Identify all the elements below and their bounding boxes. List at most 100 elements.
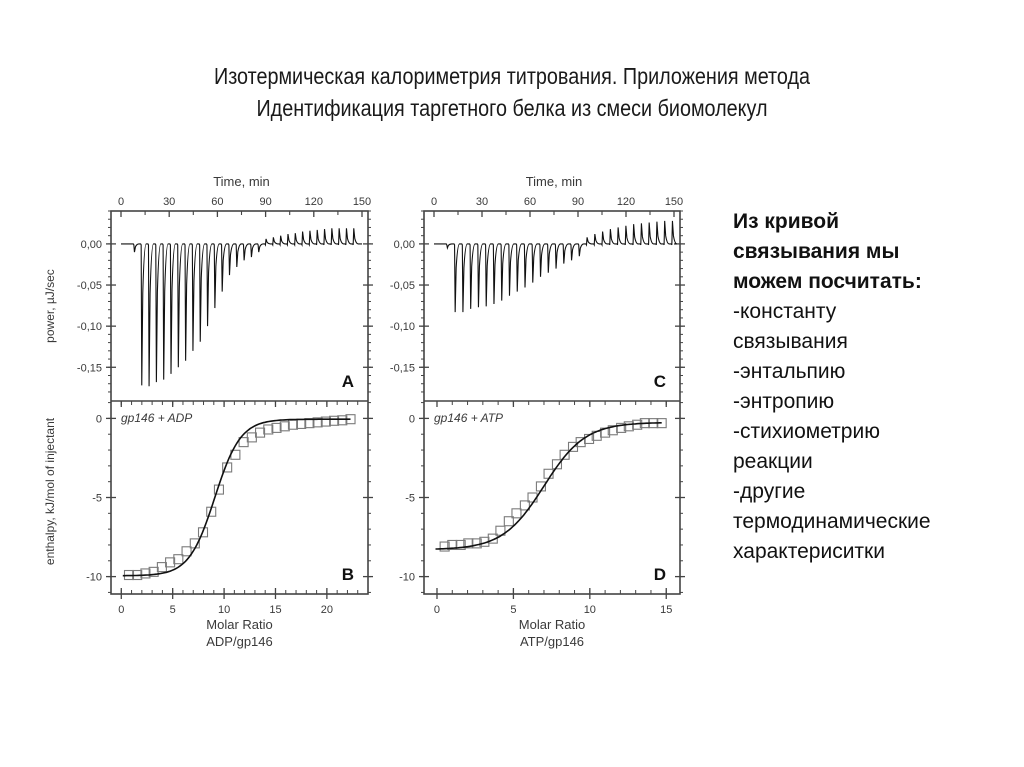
data-point [607,425,618,436]
y-tick-label: -0,15 [390,362,415,374]
data-point [140,568,151,579]
x-tick-label: 0 [118,196,124,208]
data-point [463,538,474,549]
x-tick-label: 90 [259,196,271,208]
x-tick-label: 150 [353,196,371,208]
x-tick-label: 120 [305,196,323,208]
data-point [455,539,466,551]
data-point [287,419,299,430]
y-tick-label: -10 [86,572,102,584]
side-item: -энтальпию [733,360,846,383]
data-point [181,546,192,557]
x-tick-label: 5 [170,604,176,616]
data-point [519,500,530,511]
y-tick-label: -0,10 [77,321,102,333]
y-tick-label: 0,00 [394,239,415,251]
data-point [337,415,348,426]
side-heading-line-1: Из кривой [733,210,839,233]
x-tick-label: 90 [572,196,584,208]
data-point [575,437,586,448]
data-point [165,557,176,568]
side-heading-line-2: связывания мы [733,240,900,263]
data-point [156,562,167,573]
y-tick-label: -0,15 [77,362,102,374]
side-text: Из кривой связывания мы можем посчитать:… [733,207,931,567]
x-tick-label: 30 [163,196,175,208]
thermogram-trace [121,228,362,387]
x-axis-title-ratio: ADP/gp146 [206,634,273,649]
data-point [511,508,522,519]
x-axis-title-time: Time, min [213,174,270,189]
panel-letter: C [654,372,666,391]
data-point [296,418,307,429]
data-point [320,416,331,427]
y-tick-label: -0,05 [390,280,415,292]
slide-title-line-2: Идентификация таргетного белка из смеси … [256,95,768,121]
data-point [271,422,282,433]
data-point [623,421,634,432]
x-tick-label: 0 [118,604,124,616]
data-point [487,533,498,544]
side-item: -энтропию [733,390,835,413]
y-tick-label: 0 [96,413,102,425]
panel-letter: A [342,372,354,391]
x-tick-label: 60 [211,196,223,208]
x-tick-label: 15 [269,604,281,616]
x-tick-label: 0 [431,196,437,208]
y-tick-label: 0,00 [81,239,102,251]
x-tick-label: 15 [660,604,672,616]
y-tick-label: -10 [399,572,415,584]
side-item: -стихиометрию [733,420,880,443]
side-item: характериситки [733,540,885,563]
x-tick-label: 5 [510,604,516,616]
legend-label: gp146 + ADP [121,411,192,425]
fit-curve [435,422,662,550]
data-point [329,415,340,426]
x-tick-label: 60 [524,196,536,208]
data-point [616,422,627,433]
x-tick-label: 10 [218,604,230,616]
data-point [312,417,323,428]
x-axis-title-time: Time, min [526,174,583,189]
side-heading-line-3: можем посчитать: [733,270,922,293]
side-item: реакции [733,450,813,473]
y-tick-label: -0,10 [390,321,415,333]
x-tick-label: 20 [321,604,333,616]
data-point [551,459,563,470]
side-item: связывания [733,330,848,353]
panel-letter: B [342,565,354,584]
y-axis-title-power: power, µJ/sec [43,269,57,343]
x-axis-title: Molar Ratio [519,617,585,632]
y-axis-title-enthalpy: enthalpy, kJ/mol of injectant [43,417,57,565]
side-item: термодинамические [733,510,931,533]
y-tick-label: -5 [92,493,102,505]
x-tick-label: 0 [434,604,440,616]
x-axis-title: Molar Ratio [206,617,272,632]
x-tick-label: 120 [617,196,635,208]
fit-curve [122,418,351,577]
side-item: -другие [733,480,806,503]
side-item: -константу [733,300,837,323]
panel-letter: D [654,565,666,584]
y-tick-label: -5 [405,493,415,505]
legend-label: gp146 + ATP [434,411,503,425]
data-point [255,427,266,438]
data-point [439,541,450,552]
data-point [559,449,570,460]
slide-title: Изотермическая калориметрия титрования. … [72,60,953,124]
y-tick-label: -0,05 [77,280,102,292]
y-tick-label: 0 [409,413,415,425]
data-point [503,516,514,527]
data-point [447,539,458,551]
x-axis-title-ratio: ATP/gp146 [520,634,584,649]
data-point [263,424,274,435]
slide-title-line-1: Изотермическая калориметрия титрования. … [213,63,811,89]
x-tick-label: 10 [584,604,596,616]
data-point [279,421,290,432]
x-tick-label: 30 [476,196,488,208]
thermogram-trace [434,220,677,313]
data-point [173,554,184,565]
